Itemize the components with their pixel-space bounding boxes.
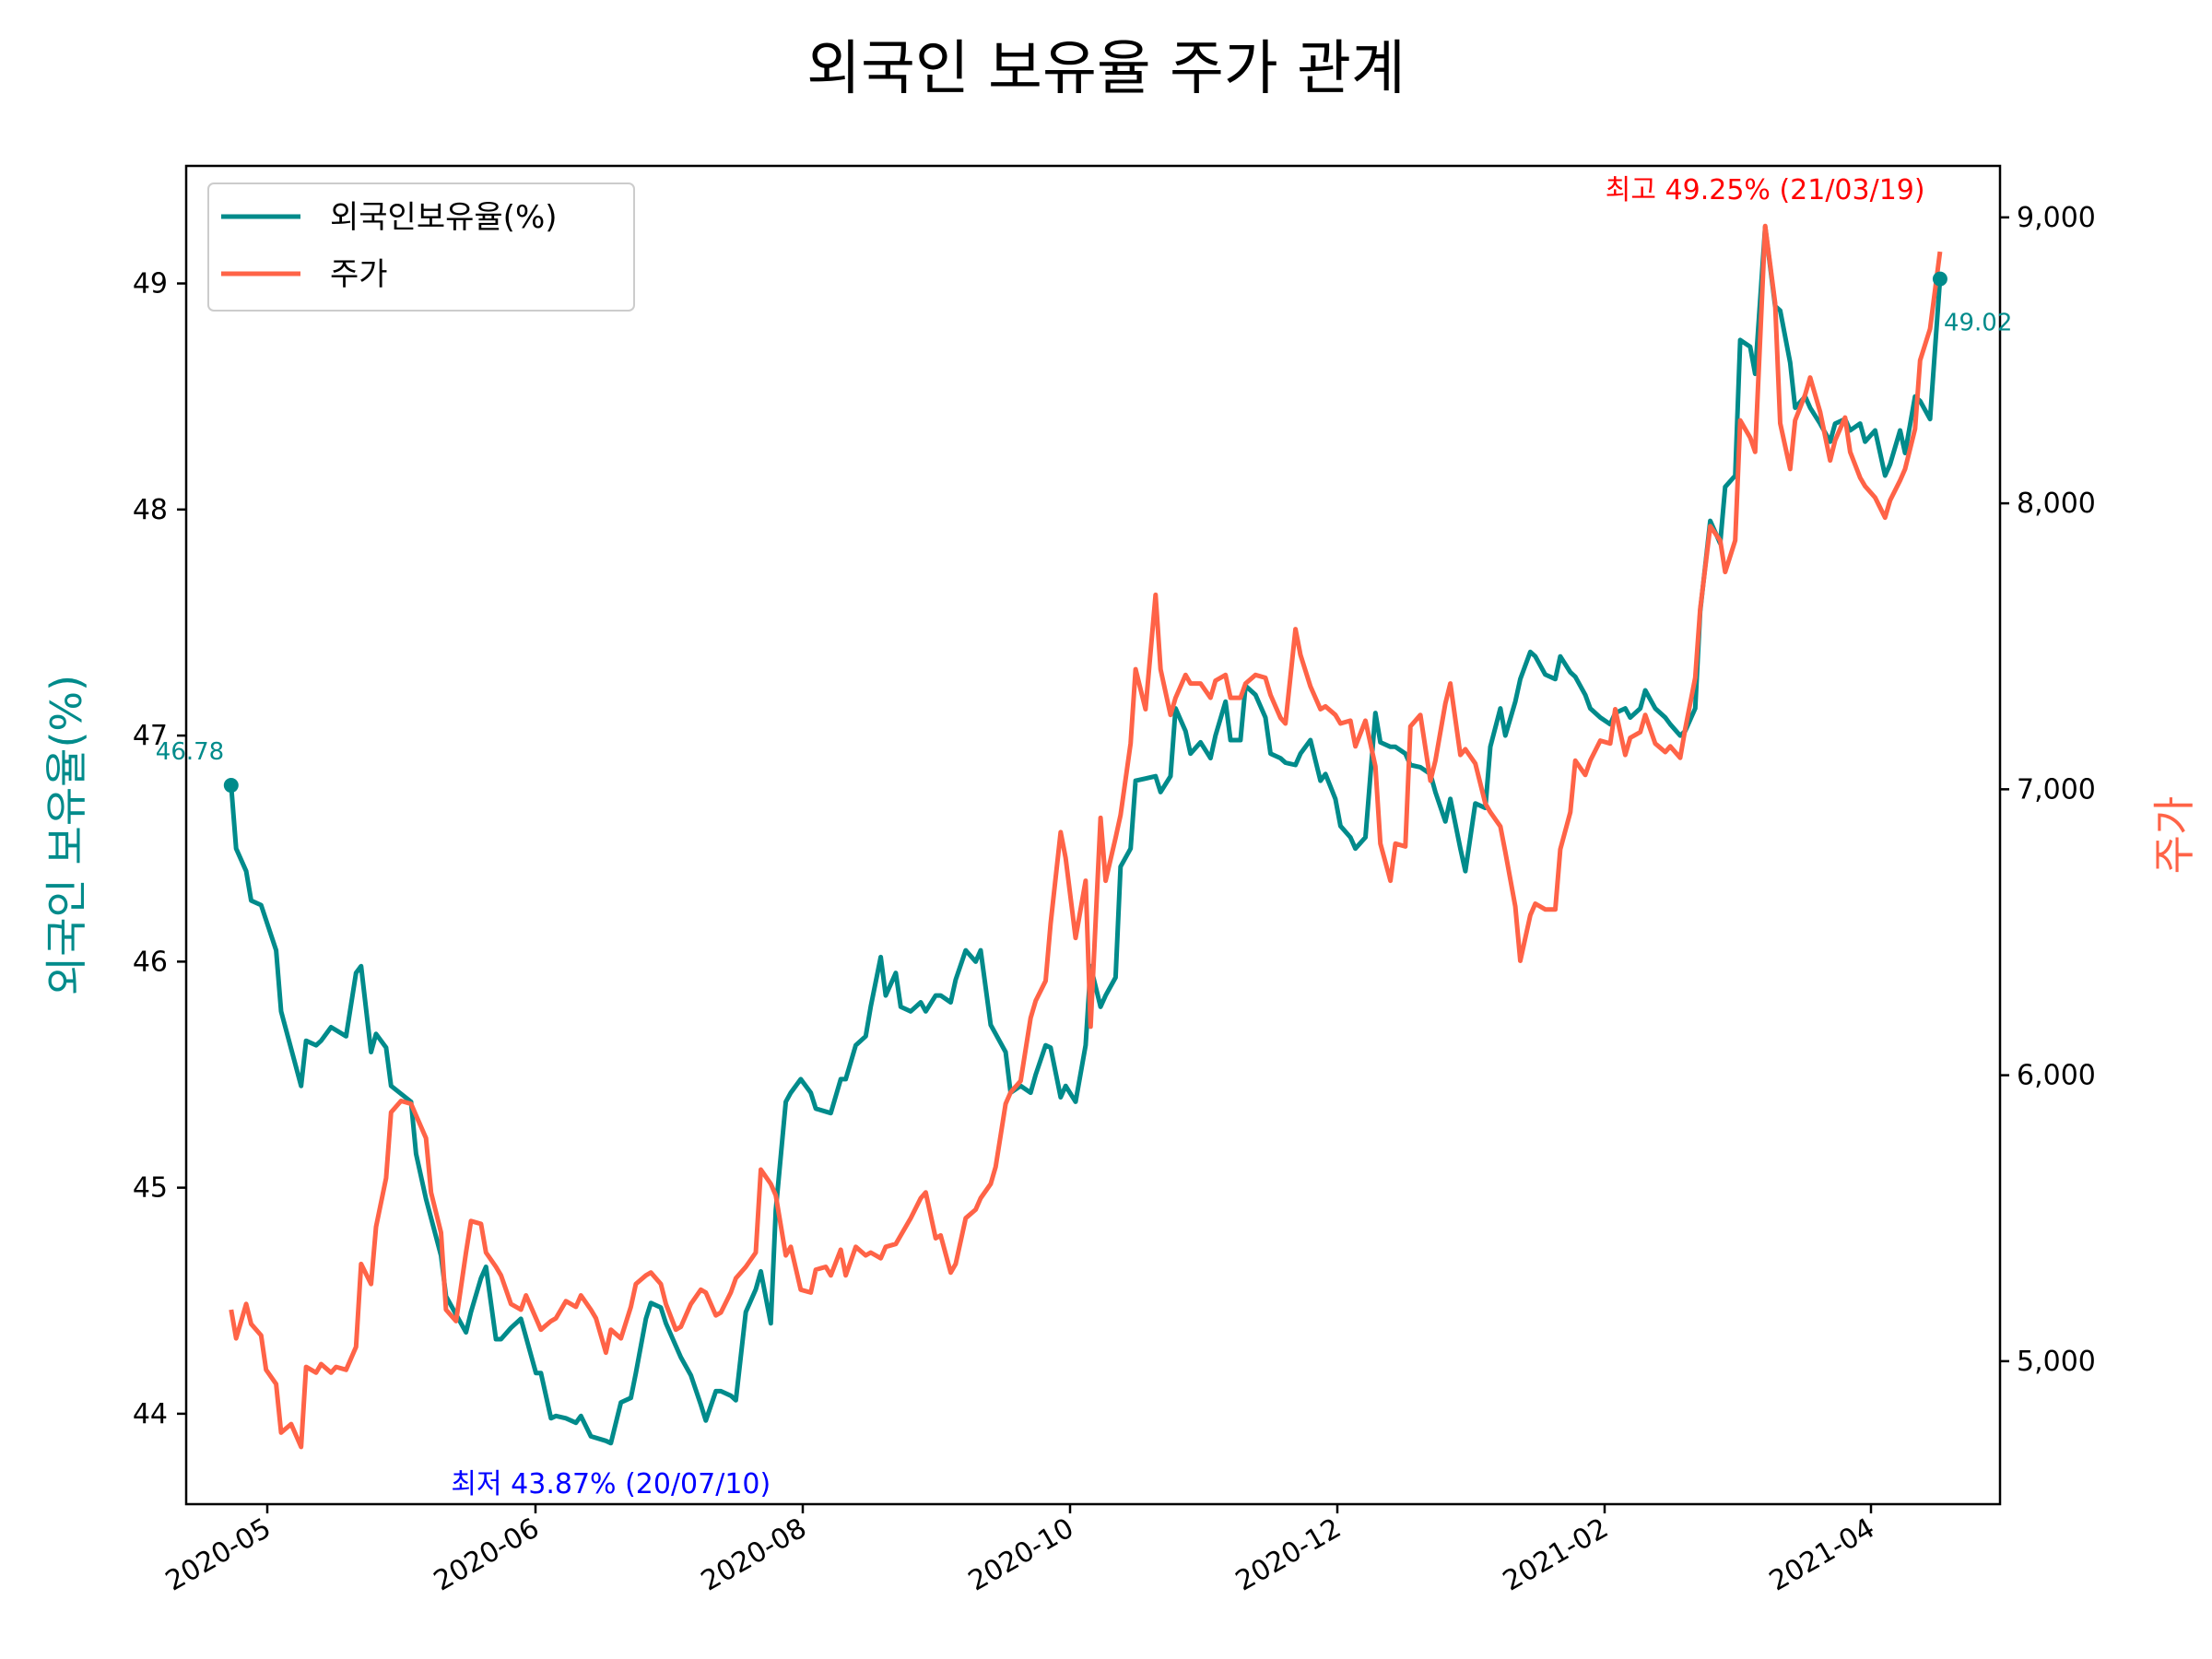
x-tick-label: 2020-06 [429,1512,545,1598]
series-lines [229,223,1943,1450]
right-axis-label: 주가 [2149,796,2199,875]
end-value-label: 49.02 [1944,310,2012,337]
x-tick-label: 2021-04 [1764,1512,1880,1598]
chart-title: 외국인 보유율 주가 관계 [806,35,1406,103]
start-value-label: 46.78 [156,738,224,766]
right-axis: 5,000 6,000 7,000 8,000 9,000 [2000,202,2096,1378]
right-tick-label: 6,000 [2017,1060,2096,1092]
left-tick-label: 48 [133,494,168,526]
left-tick-label: 45 [133,1172,168,1205]
annotations: 46.78 49.02 최고 49.25% (21/03/19) 최저 43.87% … [156,174,2013,1500]
holding-series-line [229,224,1943,1446]
min-annotation: 최저 43.87% (20/07/10) [451,1468,771,1500]
right-tick-label: 5,000 [2017,1346,2096,1378]
max-annotation: 최고 49.25% (21/03/19) [1606,174,1925,206]
end-point-marker [1932,271,1947,287]
left-axis: 44 45 46 47 48 49 [133,268,186,1430]
start-point-marker [223,778,239,794]
legend: 외국인보유율(%) 주가 [207,182,635,312]
x-tick-label: 2020-05 [160,1512,276,1598]
left-tick-label: 47 [133,720,168,752]
left-tick-label: 49 [133,268,168,300]
left-axis-label: 외국인 보유율(%) [41,675,91,995]
x-tick-label: 2021-02 [1498,1512,1614,1598]
left-tick-label: 44 [133,1398,168,1430]
right-tick-label: 8,000 [2017,488,2096,520]
legend-box [207,182,635,312]
x-tick-label: 2020-12 [1230,1512,1347,1598]
x-axis: 2020-05 2020-06 2020-08 2020-10 2020-12 2021-… [160,1504,1880,1598]
price-series-line [229,223,1943,1450]
left-tick-label: 46 [133,946,168,978]
right-tick-label: 7,000 [2017,773,2096,806]
right-tick-label: 9,000 [2017,202,2096,234]
x-tick-label: 2020-08 [696,1512,812,1598]
legend-label-holding: 외국인보유율(%) [330,199,558,236]
x-tick-label: 2020-10 [963,1512,1079,1598]
legend-label-price: 주가 [330,256,388,293]
